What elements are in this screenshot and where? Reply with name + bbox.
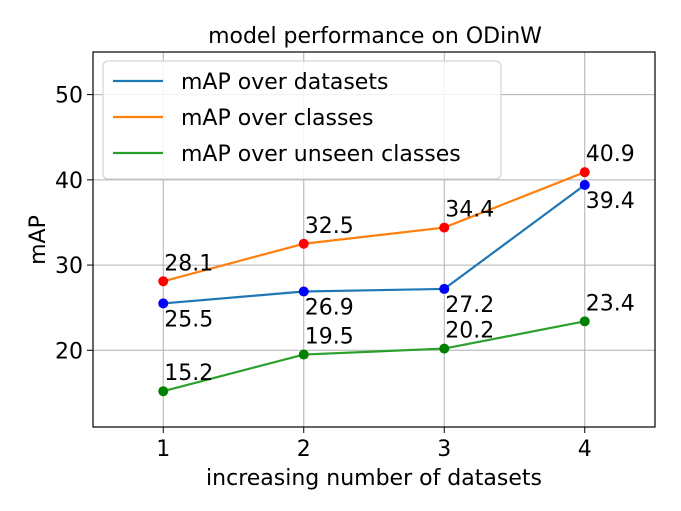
legend-label: mAP over unseen classes (181, 142, 461, 167)
series-line (162, 320, 585, 393)
data-point (579, 179, 590, 190)
x-tick-label: 3 (437, 437, 451, 462)
y-tick-label: 30 (55, 254, 83, 279)
data-labels: 25.5 26.9 27.2 39.4 28.1 32.5 34.4 40.9 15.2 19.5… (164, 142, 634, 386)
y-tick-label: 20 (55, 339, 83, 364)
data-point (298, 238, 309, 249)
data-label: 19.5 (305, 325, 354, 350)
data-label: 32.5 (305, 214, 354, 239)
data-label: 25.5 (164, 307, 213, 332)
ticks: 1 2 3 4 20 30 40 50 (55, 84, 592, 462)
series-group (158, 167, 590, 397)
chart-title: model performance on ODinW (208, 24, 542, 49)
data-label: 26.9 (305, 295, 354, 320)
x-tick-label: 2 (297, 437, 311, 462)
data-label: 23.4 (586, 291, 635, 316)
series-line (162, 171, 586, 283)
data-point (579, 167, 590, 178)
legend-label: mAP over classes (181, 106, 373, 131)
data-label: 20.2 (445, 319, 494, 344)
y-axis-label: mAP (26, 215, 51, 265)
data-label: 34.4 (445, 198, 494, 223)
legend: mAP over datasets mAP over classes mAP ove… (102, 60, 502, 180)
legend-label: mAP over datasets (181, 70, 388, 95)
data-point (439, 343, 450, 354)
data-point (158, 386, 169, 397)
x-axis-label: increasing number of datasets (206, 466, 542, 491)
x-tick-label: 4 (578, 437, 592, 462)
data-point (439, 222, 450, 233)
data-label: 15.2 (164, 361, 213, 386)
data-point (298, 349, 309, 360)
data-point (158, 276, 169, 287)
data-point (579, 316, 590, 327)
series-line (163, 184, 586, 305)
data-point (298, 286, 309, 297)
data-label: 39.4 (586, 189, 635, 214)
data-label: 28.1 (164, 251, 213, 276)
data-label: 27.2 (445, 293, 494, 318)
plot-frame (92, 51, 656, 428)
y-tick-label: 50 (55, 84, 83, 109)
y-tick-label: 40 (55, 169, 83, 194)
data-point (158, 298, 169, 309)
data-label: 40.9 (586, 142, 635, 167)
legend-box (102, 60, 502, 180)
data-point (439, 283, 450, 294)
x-tick-label: 1 (156, 437, 170, 462)
